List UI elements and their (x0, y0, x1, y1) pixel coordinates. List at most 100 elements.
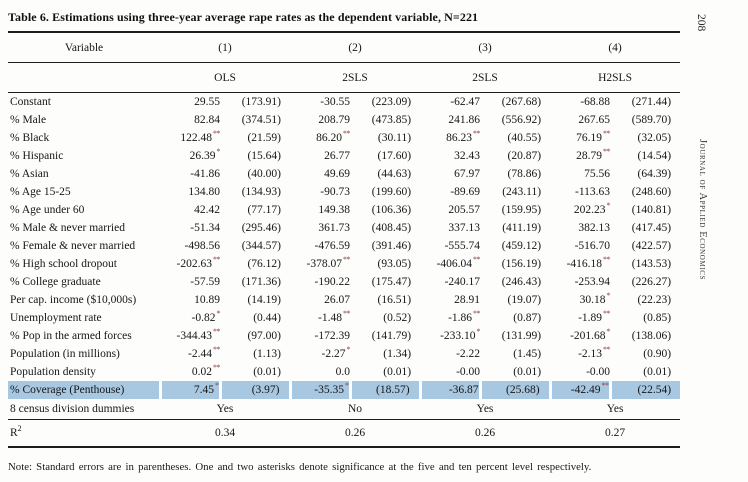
standard-error-cell: (17.60) (377, 150, 412, 162)
standard-error-cell: (78.86) (507, 168, 542, 180)
significance-stars: * (215, 381, 219, 391)
table-row: Population (in millions) -2.44** (1.13) -2.… (8, 345, 680, 363)
standard-error-cell: (64.39) (637, 168, 672, 180)
variable-label: 8 census division dummies (8, 399, 160, 420)
standard-error-cell: (30.11) (377, 132, 412, 144)
standard-error-cell: (267.68) (501, 96, 542, 108)
significance-stars: ** (213, 327, 221, 337)
estimate-cell: 134.80 (188, 186, 220, 198)
standard-error-cell: (1.13) (253, 348, 282, 360)
estimate-cell: -2.13** (578, 345, 611, 360)
table-row: % Hispanic 26.39* (15.64) 26.77 (17.60) 32.43… (8, 147, 680, 165)
model-1-header: (1) (160, 31, 291, 63)
estimate-cell: -1.86** (448, 309, 481, 324)
significance-stars: ** (603, 147, 611, 157)
estimate-cell: -89.69 (450, 186, 481, 198)
significance-stars: * (216, 309, 221, 319)
estimate-cell: -2.22 (456, 348, 481, 360)
r-squared-value: 0.26 (290, 419, 421, 448)
estimate-cell: 28.91 (454, 294, 481, 306)
coverage-highlight-row: % Coverage (Penthouse) 7.45* (3.97) -35.35*… (8, 381, 681, 399)
standard-error-cell: (1.45) (513, 348, 542, 360)
standard-error-cell: (40.00) (247, 168, 282, 180)
estimate-cell: -190.22 (314, 276, 351, 288)
estimate-cell: 42.42 (194, 204, 220, 216)
model-4-header: (4) (550, 31, 681, 63)
standard-error-cell: (556.92) (501, 114, 542, 126)
standard-error-cell: (173.91) (241, 96, 282, 108)
variable-label: % Hispanic (10, 150, 64, 162)
estimate-cell: -51.34 (190, 222, 220, 234)
estimate-cell: 26.77 (324, 150, 351, 162)
method-1-header: OLS (160, 62, 291, 93)
estimate-cell: -41.86 (190, 168, 220, 180)
standard-error-cell: (40.55) (507, 132, 542, 144)
estimate-cell: 337.13 (448, 222, 481, 234)
estimate-cell: -62.47 (450, 96, 481, 108)
standard-error-cell: (589.70) (631, 114, 672, 126)
standard-error-cell: (159.95) (501, 204, 542, 216)
dummies-value: No (290, 399, 421, 420)
regression-table: Variable (1) (2) (3) (4) OLS 2SLS 2SLS H… (8, 31, 681, 448)
dummies-value: Yes (160, 399, 291, 420)
estimate-cell: 76.19** (576, 129, 611, 144)
standard-error-cell: (243.11) (502, 186, 542, 198)
table-row: % Age 15-25 134.80 (134.93) -90.73 (199.60) -… (8, 183, 680, 201)
standard-error-cell: (20.87) (507, 150, 542, 162)
standard-error-cell: (156.19) (501, 258, 542, 270)
standard-error-cell: (0.01) (383, 366, 412, 378)
method-4-header: H2SLS (550, 62, 681, 93)
model-3-header: (3) (420, 31, 551, 63)
standard-error-cell: (0.85) (643, 312, 672, 324)
standard-error-cell: (25.68) (478, 381, 551, 399)
standard-error-cell: (19.07) (507, 294, 542, 306)
variable-label: Per cap. income ($10,000s) (10, 294, 137, 306)
estimate-cell: 0.02** (191, 363, 221, 378)
estimate-cell: -516.70 (574, 240, 611, 252)
r-squared-value: 0.34 (160, 419, 291, 448)
standard-error-cell: (141.79) (371, 330, 412, 342)
estimate-cell: -0.00 (456, 366, 481, 378)
estimate-cell: -35.35* (288, 381, 351, 399)
estimate-cell: -2.44** (188, 345, 220, 360)
standard-error-cell: (143.53) (631, 258, 672, 270)
standard-error-cell: (422.57) (631, 240, 672, 252)
estimate-cell: 26.39* (189, 147, 221, 162)
standard-error-cell: (18.57) (348, 381, 421, 399)
r-squared-row: R2 0.34 0.26 0.26 0.27 (8, 419, 681, 448)
significance-stars: * (476, 327, 481, 337)
significance-stars: ** (473, 255, 481, 265)
significance-stars: ** (603, 255, 611, 265)
standard-error-cell: (391.46) (371, 240, 412, 252)
standard-error-cell: (459.12) (501, 240, 542, 252)
estimate-cell: -36.87 (418, 381, 481, 399)
estimate-cell: 82.84 (194, 114, 220, 126)
standard-error-cell: (1.34) (383, 348, 412, 360)
estimate-cell: -42.49** (548, 381, 611, 399)
estimate-cell: 32.43 (454, 150, 481, 162)
variable-label: % Male (10, 114, 47, 126)
estimate-cell: 7.45* (158, 381, 220, 399)
standard-error-cell: (408.45) (371, 222, 412, 234)
estimate-cell: 49.69 (324, 168, 351, 180)
estimate-cell: 241.86 (448, 114, 481, 126)
variable-label: Unemployment rate (10, 312, 102, 324)
estimate-cell: -253.94 (574, 276, 611, 288)
variable-label: % Age 15-25 (10, 186, 71, 198)
r-squared-value: 0.26 (420, 419, 551, 448)
significance-stars: * (606, 291, 611, 301)
standard-error-cell: (131.99) (501, 330, 542, 342)
table-row: Per cap. income ($10,000s) 10.89 (14.19) 26… (8, 291, 680, 309)
significance-stars: ** (213, 255, 221, 265)
estimate-cell: -172.39 (314, 330, 351, 342)
estimate-cell: 26.07 (324, 294, 351, 306)
estimate-cell: -30.55 (320, 96, 351, 108)
footer-rows: 8 census division dummies Yes No Yes Yes… (8, 399, 681, 448)
standard-error-cell: (199.60) (371, 186, 412, 198)
standard-error-cell: (32.05) (637, 132, 672, 144)
variable-label: % Coverage (Penthouse) (8, 381, 160, 399)
estimate-cell: 86.20** (316, 129, 351, 144)
variable-label: % College graduate (10, 276, 101, 288)
significance-stars: ** (601, 381, 610, 391)
significance-stars: ** (603, 345, 611, 355)
